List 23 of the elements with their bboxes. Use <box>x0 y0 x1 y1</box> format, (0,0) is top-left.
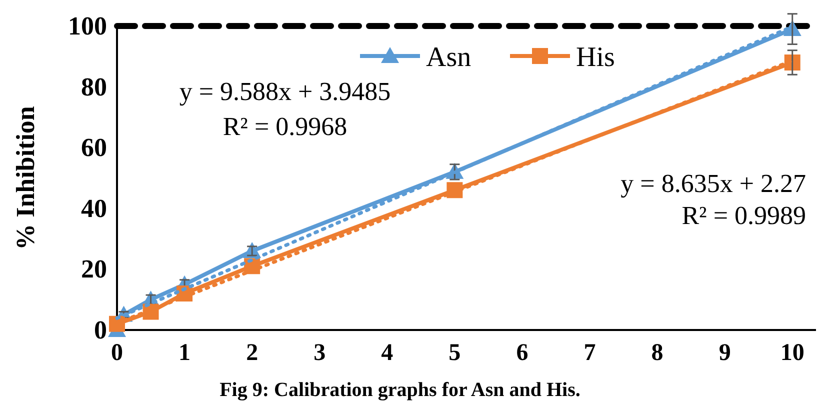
y-tick-label: 100 <box>68 12 107 40</box>
legend-label: Asn <box>426 42 472 73</box>
y-tick-label: 80 <box>81 72 107 102</box>
annotation: y = 8.635x + 2.27 R² = 0.9989 <box>620 169 806 230</box>
y-tick-label: 60 <box>81 133 107 162</box>
y-tick-label: 40 <box>81 194 107 223</box>
x-tick-label: 5 <box>448 340 461 366</box>
x-tick-label: 4 <box>381 340 394 366</box>
legend-label: His <box>576 42 615 73</box>
y-tick-label: 0 <box>94 316 107 344</box>
x-tick-label: 6 <box>516 340 528 366</box>
x-tick-label: 2 <box>246 340 258 366</box>
x-tick-label: 1 <box>178 340 191 366</box>
x-tick-label: 7 <box>584 340 596 366</box>
x-tick-label: 9 <box>718 340 731 366</box>
x-tick-label: 8 <box>651 340 664 366</box>
x-tick-label: 0 <box>111 340 123 366</box>
x-tick-label: 10 <box>780 340 804 366</box>
annotation: y = 9.588x + 3.9485 R² = 0.9968 <box>179 77 391 141</box>
y-tick-label: 20 <box>81 254 107 284</box>
x-tick-label: 3 <box>314 340 326 366</box>
text: Fig 9: Calibration graphs for Asn and His. <box>220 379 580 401</box>
y-axis-title: % Inhibition <box>11 106 40 250</box>
